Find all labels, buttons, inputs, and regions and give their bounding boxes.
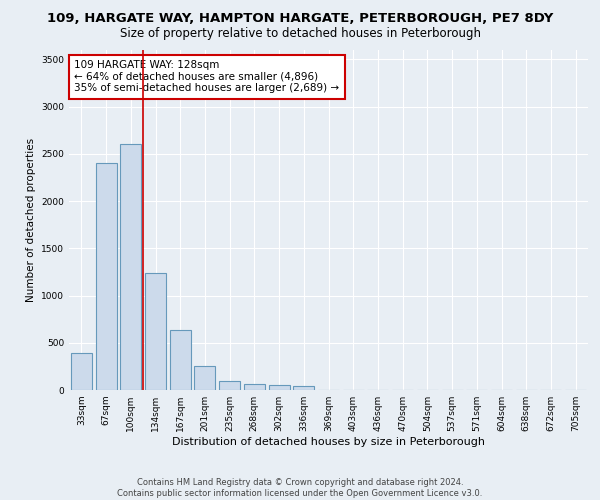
Y-axis label: Number of detached properties: Number of detached properties — [26, 138, 35, 302]
Bar — [219, 381, 240, 390]
Text: Contains HM Land Registry data © Crown copyright and database right 2024.
Contai: Contains HM Land Registry data © Crown c… — [118, 478, 482, 498]
Bar — [145, 273, 166, 390]
X-axis label: Distribution of detached houses by size in Peterborough: Distribution of detached houses by size … — [172, 437, 485, 447]
Bar — [71, 353, 92, 390]
Text: 109 HARGATE WAY: 128sqm
← 64% of detached houses are smaller (4,896)
35% of semi: 109 HARGATE WAY: 128sqm ← 64% of detache… — [74, 60, 340, 94]
Bar — [244, 384, 265, 390]
Bar — [269, 385, 290, 390]
Bar — [194, 366, 215, 390]
Bar — [120, 144, 141, 390]
Bar — [95, 164, 116, 390]
Bar — [170, 330, 191, 390]
Text: 109, HARGATE WAY, HAMPTON HARGATE, PETERBOROUGH, PE7 8DY: 109, HARGATE WAY, HAMPTON HARGATE, PETER… — [47, 12, 553, 26]
Bar — [293, 386, 314, 390]
Text: Size of property relative to detached houses in Peterborough: Size of property relative to detached ho… — [119, 28, 481, 40]
